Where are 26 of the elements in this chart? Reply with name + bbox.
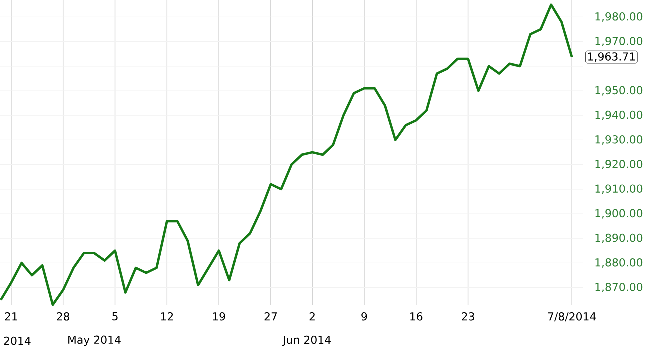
x-tick-label: 28 — [57, 312, 70, 321]
x-tick-label: 27 — [264, 312, 278, 321]
x-tick-label: 19 — [213, 312, 226, 321]
text: 2014 — [4, 336, 31, 346]
y-tick-label: 1,890.00 — [596, 234, 643, 244]
x-tick-label: 2 — [310, 312, 315, 321]
y-tick-label: 1,910.00 — [596, 184, 643, 194]
y-tick-label: 1,930.00 — [596, 136, 643, 145]
y-tick-label: 1,970.00 — [596, 37, 643, 47]
x-tick-label: 23 — [462, 312, 474, 321]
x-tick-label: 5 — [112, 312, 118, 321]
x-tick-label: 7/8/2014 — [548, 312, 596, 322]
y-tick-label: 1,870.00 — [596, 283, 643, 292]
text: May 2014 — [68, 336, 121, 346]
y-tick-label: 1,920.00 — [596, 160, 643, 170]
x-tick-label: 12 — [161, 312, 174, 321]
text: 1,963.71 — [588, 52, 636, 62]
y-tick-label: 1,900.00 — [596, 209, 643, 219]
x-tick-label: 9 — [362, 312, 368, 321]
y-tick-label: 1,950.00 — [596, 86, 643, 96]
y-tick-label: 1,940.00 — [596, 110, 643, 120]
x-tick-label: 21 — [5, 312, 18, 321]
text: Jun 2014 — [282, 336, 331, 346]
y-tick-label: 1,880.00 — [596, 258, 643, 268]
y-tick-label: 1,980.00 — [596, 12, 643, 22]
x-tick-label: 16 — [410, 312, 423, 321]
